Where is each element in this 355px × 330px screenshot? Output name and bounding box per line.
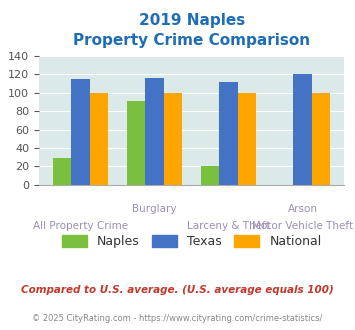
Text: Larceny & Theft: Larceny & Theft — [187, 221, 270, 231]
Bar — [127, 101, 146, 185]
Text: Compared to U.S. average. (U.S. average equals 100): Compared to U.S. average. (U.S. average … — [21, 285, 334, 295]
Text: Motor Vehicle Theft: Motor Vehicle Theft — [252, 221, 353, 231]
Bar — [219, 82, 238, 185]
Title: 2019 Naples
Property Crime Comparison: 2019 Naples Property Crime Comparison — [73, 13, 310, 48]
Text: Arson: Arson — [288, 204, 318, 214]
Bar — [71, 79, 90, 185]
Bar — [201, 166, 219, 185]
Text: © 2025 CityRating.com - https://www.cityrating.com/crime-statistics/: © 2025 CityRating.com - https://www.city… — [32, 314, 323, 323]
Legend: Naples, Texas, National: Naples, Texas, National — [57, 230, 327, 253]
Bar — [238, 93, 256, 185]
Bar — [312, 93, 331, 185]
Bar — [53, 158, 71, 185]
Bar — [146, 78, 164, 185]
Text: Burglary: Burglary — [132, 204, 177, 214]
Bar — [294, 74, 312, 185]
Bar — [164, 93, 182, 185]
Bar — [90, 93, 108, 185]
Text: All Property Crime: All Property Crime — [33, 221, 128, 231]
